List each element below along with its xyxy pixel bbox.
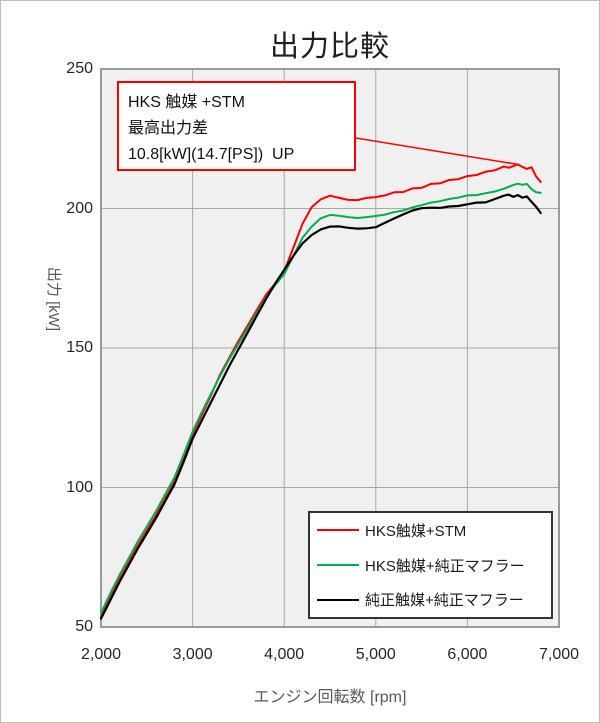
x-tick-label: 6,000 [447, 646, 488, 663]
x-axis-title: エンジン回転数 [rpm] [253, 689, 407, 706]
legend-item-label: HKS触媒+純正マフラー [365, 557, 525, 575]
legend-swatch-line [317, 564, 359, 566]
legend-item: HKS触媒+STM [310, 513, 551, 548]
annotation-line-1: HKS 触媒 +STM [128, 94, 245, 111]
series-line-2 [99, 193, 542, 620]
legend-item-label: HKS触媒+STM [365, 522, 467, 540]
x-tick-label: 7,000 [538, 646, 580, 663]
x-tick-label: 4,000 [264, 646, 305, 663]
x-tick-label: 3,000 [172, 646, 213, 663]
y-tick-label: 100 [66, 478, 93, 496]
x-tick-label: 5,000 [355, 646, 396, 663]
y-tick-label: 150 [66, 339, 93, 356]
legend-swatch-line [317, 598, 359, 601]
annotation-leader-line [355, 137, 518, 166]
y-tick-label: 250 [66, 60, 93, 77]
y-tick-label: 50 [75, 618, 93, 635]
legend: HKS触媒+STM HKS触媒+純正マフラー 純正触媒+純正マフラー [308, 511, 553, 619]
legend-item: HKS触媒+純正マフラー [310, 548, 551, 583]
series-line-1 [100, 182, 542, 614]
annotation-box: HKS 触媒 +STM 最高出力差 10.8[kW](14.7[PS]) UP [117, 81, 356, 171]
legend-item: 純正触媒+純正マフラー [310, 582, 551, 617]
legend-item-label: 純正触媒+純正マフラー [365, 592, 524, 610]
annotation-line-3: 10.8[kW](14.7[PS]) UP [128, 146, 295, 163]
annotation-line-2: 最高出力差 [128, 120, 209, 137]
y-axis-title: 出力 [kW] [45, 266, 62, 332]
legend-swatch-line [317, 529, 359, 532]
x-tick-label: 2,000 [80, 646, 122, 663]
y-tick-label: 200 [66, 199, 93, 217]
chart-title: 出力比較 [269, 31, 390, 63]
plot-border [100, 68, 560, 628]
